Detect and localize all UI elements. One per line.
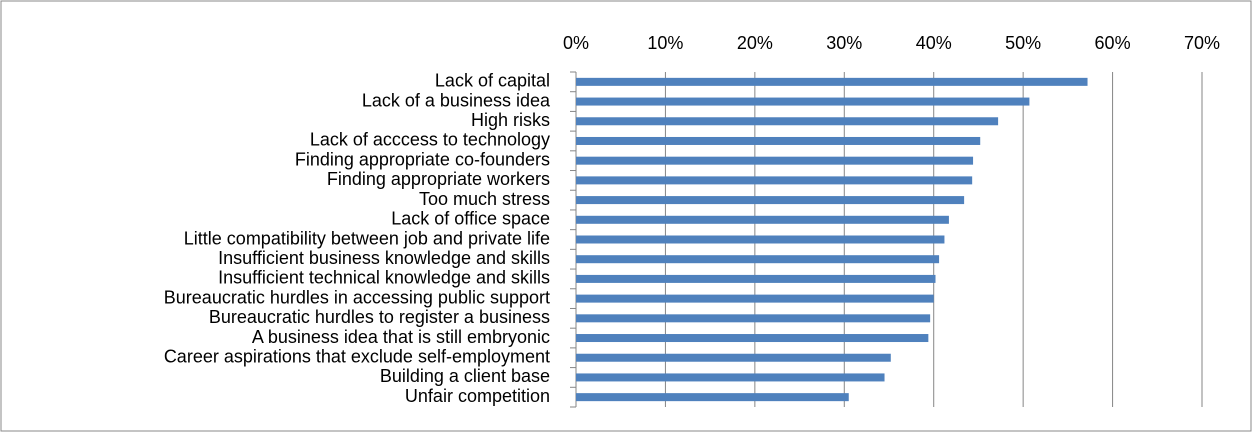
y-tick-label: Too much stress (419, 189, 550, 209)
y-tick-label: Lack of a business idea (362, 90, 551, 110)
bar (576, 97, 1030, 106)
bar (576, 334, 929, 343)
bar (576, 77, 1088, 86)
x-tick-label: 20% (737, 33, 773, 53)
x-tick-label: 70% (1184, 33, 1220, 53)
bar (576, 176, 973, 185)
y-tick-label: Lack of acccess to technology (310, 130, 550, 150)
bar (576, 255, 940, 264)
x-tick-label: 10% (647, 33, 683, 53)
y-tick-label: Bureaucratic hurdles in accessing public… (164, 287, 550, 307)
bar (576, 314, 931, 323)
y-tick-label: Insufficient business knowledge and skil… (218, 248, 550, 268)
bar (576, 393, 849, 402)
bar (576, 353, 891, 362)
x-tick-label: 50% (1005, 33, 1041, 53)
bar (576, 274, 936, 283)
x-tick-label: 30% (826, 33, 862, 53)
y-tick-label: Little compatibility between job and pri… (184, 228, 550, 248)
bar (576, 294, 934, 303)
y-tick-label: High risks (471, 110, 550, 130)
y-tick-label: Unfair competition (405, 386, 550, 406)
bar (576, 235, 945, 244)
x-tick-label: 60% (1095, 33, 1131, 53)
bar (576, 373, 885, 382)
y-tick-label: A business idea that is still embryonic (252, 327, 550, 347)
y-tick-label: Career aspirations that exclude self-emp… (164, 346, 550, 366)
bar (576, 136, 981, 145)
y-tick-label: Lack of office space (391, 209, 550, 229)
bar (576, 196, 965, 205)
x-tick-label: 0% (563, 33, 589, 53)
y-tick-label: Lack of capital (435, 71, 550, 91)
y-tick-label: Finding appropriate workers (327, 169, 550, 189)
y-tick-label: Insufficient technical knowledge and ski… (218, 268, 550, 288)
y-tick-label: Building a client base (380, 366, 550, 386)
bar (576, 117, 999, 126)
y-tick-label: Finding appropriate co-founders (295, 149, 550, 169)
y-tick-label: Bureaucratic hurdles to register a busin… (209, 307, 550, 327)
bar (576, 156, 974, 165)
x-tick-label: 40% (916, 33, 952, 53)
bar (576, 215, 949, 224)
